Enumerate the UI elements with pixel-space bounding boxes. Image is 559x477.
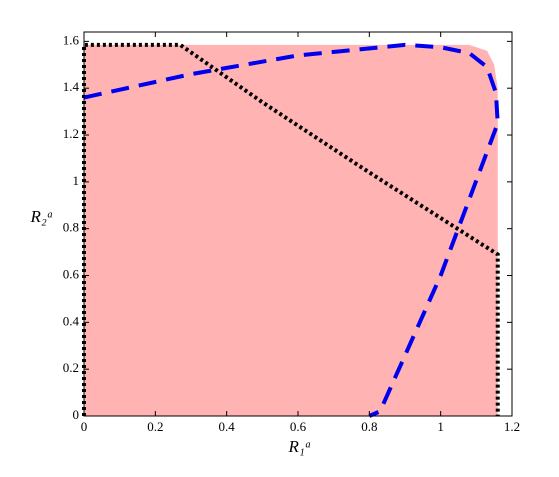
x-tick-label: 0.6 [290, 419, 307, 434]
x-tick-label: 1 [437, 419, 444, 434]
y-tick-label: 0.4 [63, 313, 80, 328]
y-tick-label: 1.6 [63, 32, 80, 47]
y-tick-label: 1 [73, 173, 80, 188]
area [84, 44, 498, 416]
x-tick-label: 1.2 [504, 419, 520, 434]
y-tick-label: 1.4 [63, 79, 80, 94]
x-tick-label: 0.4 [219, 419, 236, 434]
y-tick-label: 0.6 [63, 266, 80, 281]
x-axis-label: R₁ᵃ [287, 437, 311, 456]
y-axis-label: R₂ᵃ [29, 207, 53, 226]
line [82, 42, 500, 416]
y-tick-label: 1.2 [63, 126, 79, 141]
y-tick-label: 0.8 [63, 220, 79, 235]
x-tick-label: 0.8 [361, 419, 377, 434]
line [83, 42, 500, 418]
y-tick-label: 0.2 [63, 360, 79, 375]
y-tick-label: 0 [73, 407, 80, 422]
x-tick-label: 0.2 [147, 419, 163, 434]
x-tick-label: 0 [81, 419, 88, 434]
